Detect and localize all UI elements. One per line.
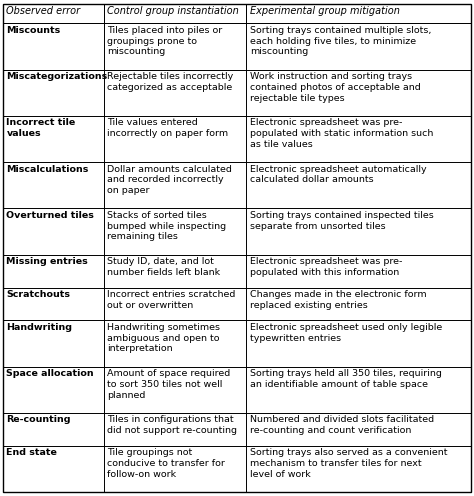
- Text: Tile groupings not
conducive to transfer for
follow-on work: Tile groupings not conducive to transfer…: [107, 448, 225, 479]
- Bar: [246, 320, 471, 367]
- Bar: [104, 69, 246, 116]
- Bar: [3, 320, 104, 367]
- Bar: [3, 446, 104, 492]
- Bar: [3, 413, 104, 446]
- Text: Miscalculations: Miscalculations: [7, 165, 89, 174]
- Text: Sorting trays contained multiple slots,
each holding five tiles, to minimize
mis: Sorting trays contained multiple slots, …: [250, 26, 431, 56]
- Text: Electronic spreadsheet was pre-
populated with static information such
as tile v: Electronic spreadsheet was pre- populate…: [250, 119, 433, 149]
- Text: Sorting trays held all 350 tiles, requiring
an identifiable amount of table spac: Sorting trays held all 350 tiles, requir…: [250, 369, 442, 389]
- Bar: [3, 367, 104, 413]
- Text: End state: End state: [7, 448, 57, 457]
- Text: Overturned tiles: Overturned tiles: [7, 211, 94, 220]
- Text: Scratchouts: Scratchouts: [7, 290, 71, 299]
- Text: Electronic spreadsheet automatically
calculated dollar amounts: Electronic spreadsheet automatically cal…: [250, 165, 427, 185]
- Bar: [104, 446, 246, 492]
- Bar: [3, 255, 104, 288]
- Bar: [104, 162, 246, 208]
- Text: Incorrect entries scratched
out or overwritten: Incorrect entries scratched out or overw…: [107, 290, 236, 310]
- Text: Missing entries: Missing entries: [7, 257, 88, 266]
- Text: Rejectable tiles incorrectly
categorized as acceptable: Rejectable tiles incorrectly categorized…: [107, 72, 233, 92]
- Bar: [246, 288, 471, 320]
- Text: Dollar amounts calculated
and recorded incorrectly
on paper: Dollar amounts calculated and recorded i…: [107, 165, 232, 195]
- Text: Miscounts: Miscounts: [7, 26, 61, 35]
- Text: Changes made in the electronic form
replaced existing entries: Changes made in the electronic form repl…: [250, 290, 427, 310]
- Text: Work instruction and sorting trays
contained photos of acceptable and
rejectable: Work instruction and sorting trays conta…: [250, 72, 420, 103]
- Text: Stacks of sorted tiles
bumped while inspecting
remaining tiles: Stacks of sorted tiles bumped while insp…: [107, 211, 226, 242]
- Bar: [104, 255, 246, 288]
- Bar: [104, 288, 246, 320]
- Bar: [104, 367, 246, 413]
- Text: Sorting trays contained inspected tiles
separate from unsorted tiles: Sorting trays contained inspected tiles …: [250, 211, 434, 231]
- Text: Electronic spreadsheet was pre-
populated with this information: Electronic spreadsheet was pre- populate…: [250, 257, 402, 277]
- Bar: [3, 69, 104, 116]
- Bar: [246, 4, 471, 23]
- Text: Amount of space required
to sort 350 tiles not well
planned: Amount of space required to sort 350 til…: [107, 369, 230, 400]
- Text: Numbered and divided slots facilitated
re-counting and count verification: Numbered and divided slots facilitated r…: [250, 416, 434, 435]
- Bar: [104, 23, 246, 69]
- Text: Miscategorizations: Miscategorizations: [7, 72, 108, 81]
- Text: Tiles in configurations that
did not support re-counting: Tiles in configurations that did not sup…: [107, 416, 237, 435]
- Bar: [246, 446, 471, 492]
- Text: Electronic spreadsheet used only legible
typewritten entries: Electronic spreadsheet used only legible…: [250, 323, 442, 343]
- Text: Experimental group mitigation: Experimental group mitigation: [250, 6, 400, 16]
- Text: Sorting trays also served as a convenient
mechanism to transfer tiles for next
l: Sorting trays also served as a convenien…: [250, 448, 447, 479]
- Bar: [3, 116, 104, 162]
- Bar: [246, 208, 471, 255]
- Bar: [3, 23, 104, 69]
- Text: Handwriting sometimes
ambiguous and open to
interpretation: Handwriting sometimes ambiguous and open…: [107, 323, 220, 353]
- Bar: [246, 162, 471, 208]
- Text: Tile values entered
incorrectly on paper form: Tile values entered incorrectly on paper…: [107, 119, 228, 138]
- Text: Re-counting: Re-counting: [7, 416, 71, 425]
- Text: Space allocation: Space allocation: [7, 369, 94, 378]
- Bar: [246, 413, 471, 446]
- Text: Observed error: Observed error: [7, 6, 81, 16]
- Bar: [246, 367, 471, 413]
- Bar: [3, 4, 104, 23]
- Bar: [104, 116, 246, 162]
- Bar: [3, 288, 104, 320]
- Text: Study ID, date, and lot
number fields left blank: Study ID, date, and lot number fields le…: [107, 257, 220, 277]
- Text: Tiles placed into piles or
groupings prone to
miscounting: Tiles placed into piles or groupings pro…: [107, 26, 222, 56]
- Bar: [104, 4, 246, 23]
- Bar: [104, 413, 246, 446]
- Bar: [246, 69, 471, 116]
- Bar: [246, 255, 471, 288]
- Bar: [246, 23, 471, 69]
- Bar: [246, 116, 471, 162]
- Text: Control group instantiation: Control group instantiation: [107, 6, 239, 16]
- Bar: [104, 320, 246, 367]
- Text: Handwriting: Handwriting: [7, 323, 73, 332]
- Bar: [3, 208, 104, 255]
- Bar: [104, 208, 246, 255]
- Text: Incorrect tile
values: Incorrect tile values: [7, 119, 76, 138]
- Bar: [3, 162, 104, 208]
